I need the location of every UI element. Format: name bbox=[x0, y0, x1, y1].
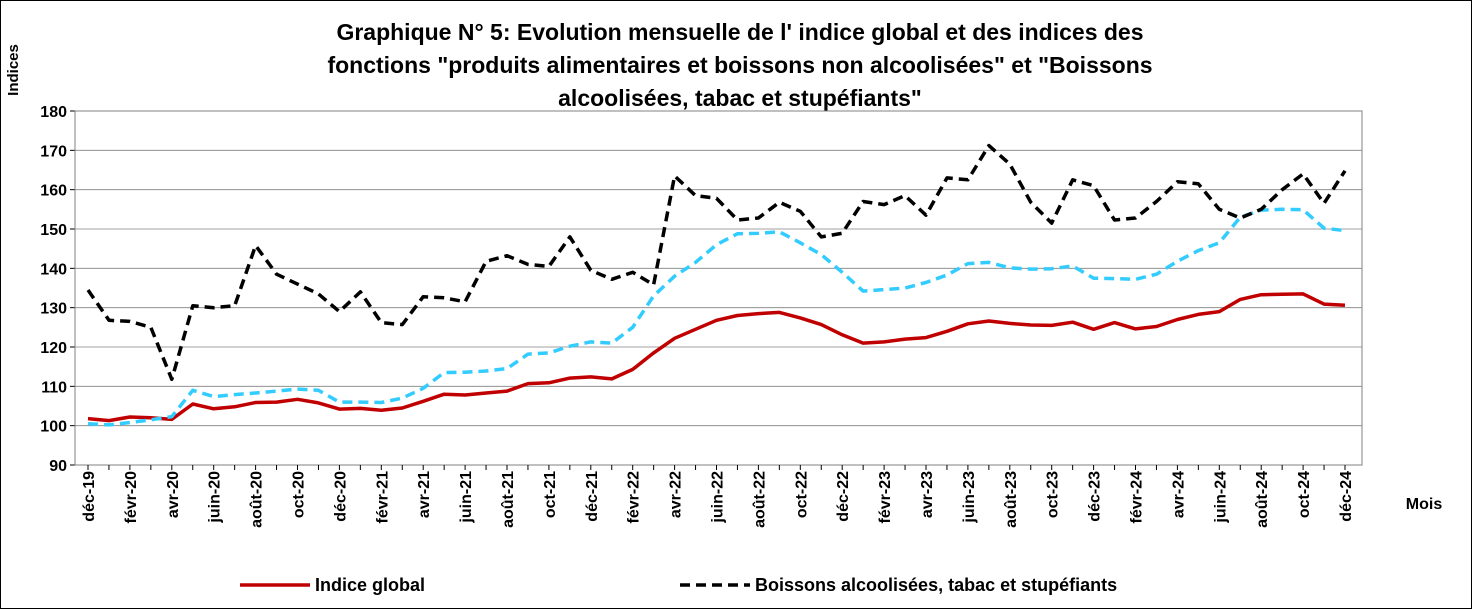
x-tick-label: juin-20 bbox=[207, 471, 224, 524]
y-tick-label: 150 bbox=[40, 222, 67, 239]
y-tick-label: 120 bbox=[40, 340, 67, 357]
x-tick-label: févr-21 bbox=[374, 471, 391, 524]
legend-label: Boissons alcoolisées, tabac et stupéfian… bbox=[755, 575, 1117, 595]
x-tick-label: oct-24 bbox=[1296, 471, 1313, 518]
x-tick-label: juin-22 bbox=[710, 471, 727, 524]
x-tick-label: févr-23 bbox=[877, 471, 894, 524]
y-tick-label: 100 bbox=[40, 419, 67, 436]
x-tick-label: août-23 bbox=[1003, 471, 1020, 528]
x-tick-label: août-24 bbox=[1254, 471, 1271, 528]
y-tick-label: 180 bbox=[40, 104, 67, 121]
x-tick-label: déc-21 bbox=[584, 471, 601, 522]
x-tick-label: févr-22 bbox=[626, 471, 643, 524]
series-line bbox=[86, 143, 1347, 382]
y-tick-label: 130 bbox=[40, 301, 67, 318]
x-tick-label: juin-24 bbox=[1212, 471, 1229, 524]
y-tick-label: 160 bbox=[40, 183, 67, 200]
x-tick-label: avr-22 bbox=[668, 471, 685, 518]
x-tick-label: déc-23 bbox=[1087, 471, 1104, 522]
x-tick-label: oct-21 bbox=[542, 471, 559, 518]
x-tick-label: août-21 bbox=[500, 471, 517, 528]
x-tick-label: oct-23 bbox=[1045, 471, 1062, 518]
legend-label: Indice global bbox=[315, 575, 425, 595]
y-tick-label: 170 bbox=[40, 143, 67, 160]
x-tick-label: déc-24 bbox=[1338, 471, 1355, 522]
x-tick-label: févr-20 bbox=[123, 471, 140, 524]
x-tick-label: avr-24 bbox=[1170, 471, 1187, 518]
x-tick-label: déc-19 bbox=[81, 471, 98, 522]
y-tick-label: 90 bbox=[49, 458, 67, 475]
x-tick-label: avr-21 bbox=[416, 471, 433, 518]
x-tick-label: août-20 bbox=[249, 471, 266, 528]
x-tick-label: déc-22 bbox=[835, 471, 852, 522]
chart-title: alcoolisées, tabac et stupéfiants" bbox=[558, 85, 922, 111]
series-line bbox=[87, 292, 1346, 423]
y-tick-label: 140 bbox=[40, 261, 67, 278]
x-tick-label: août-22 bbox=[751, 471, 768, 528]
y-tick-label: 110 bbox=[41, 379, 67, 396]
x-tick-label: avr-23 bbox=[919, 471, 936, 518]
x-tick-label: févr-24 bbox=[1129, 471, 1146, 524]
x-tick-label: oct-20 bbox=[291, 471, 308, 518]
chart-title: fonctions "produits alimentaires et bois… bbox=[327, 52, 1152, 78]
series-line bbox=[87, 207, 1346, 427]
plot-area bbox=[74, 110, 1363, 466]
x-tick-label: déc-20 bbox=[332, 471, 349, 522]
chart-title: Graphique N° 5: Evolution mensuelle de l… bbox=[336, 19, 1143, 45]
x-tick-label: oct-22 bbox=[793, 471, 810, 518]
x-axis-label: Mois bbox=[1406, 496, 1443, 513]
x-tick-label: juin-21 bbox=[458, 471, 475, 524]
x-tick-label: avr-20 bbox=[165, 471, 182, 518]
y-axis-label: Indices bbox=[5, 44, 22, 96]
x-tick-label: juin-23 bbox=[961, 471, 978, 524]
